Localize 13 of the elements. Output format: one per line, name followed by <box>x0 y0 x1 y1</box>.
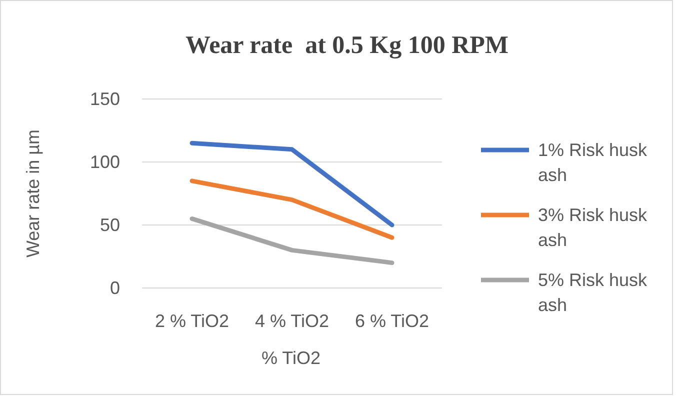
y-tick-label: 50 <box>100 215 120 235</box>
x-axis-title: % TiO2 <box>261 348 321 368</box>
x-tick-label: 2 % TiO2 <box>154 311 230 331</box>
chart-title: Wear rate at 0.5 Kg 100 RPM <box>185 32 509 59</box>
legend-label: 3% Risk husk ash <box>538 205 648 250</box>
x-tick-label: 6 % TiO2 <box>354 311 430 331</box>
x-tick-label: 4 % TiO2 <box>254 311 330 331</box>
y-tick-label: 0 <box>110 278 120 298</box>
y-axis-title: Wear rate in µm <box>23 129 43 258</box>
y-tick-label: 100 <box>90 152 120 172</box>
legend-label: 1% Risk husk ash <box>538 140 648 185</box>
legend-label: 5% Risk husk ash <box>538 270 648 315</box>
y-tick-label: 150 <box>90 89 120 109</box>
